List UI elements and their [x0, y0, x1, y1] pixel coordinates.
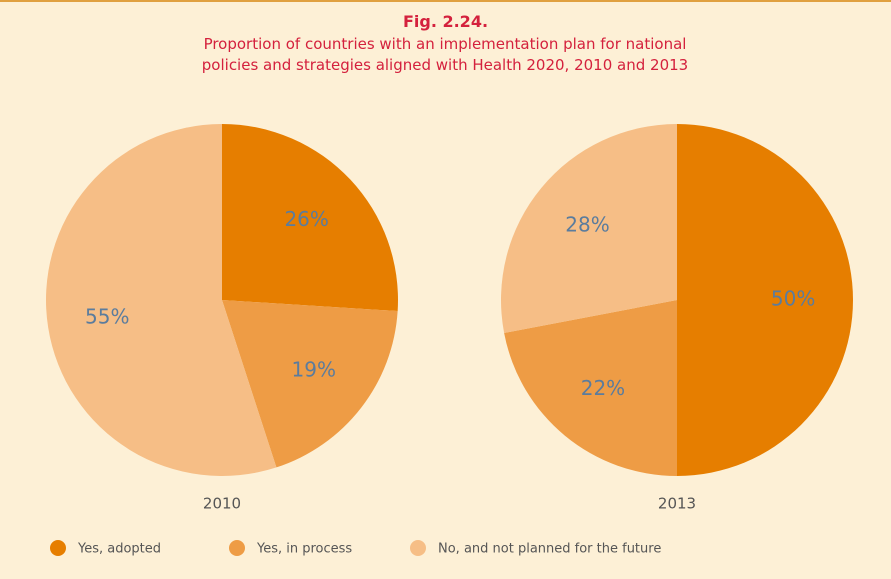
legend-swatch — [229, 540, 245, 556]
pie-title: 2013 — [658, 495, 696, 513]
legend-label: Yes, in process — [256, 542, 352, 557]
pie-slice — [677, 124, 853, 476]
data-label: 50% — [771, 287, 815, 311]
pie-slice — [222, 124, 398, 312]
pie-slice — [504, 300, 677, 476]
data-label: 26% — [284, 207, 328, 231]
chart-title: Fig. 2.24. — [402, 12, 489, 31]
legend-label: No, and not planned for the future — [438, 542, 661, 557]
data-label: 22% — [581, 376, 625, 400]
pie-slice — [222, 300, 398, 468]
legend-label: Yes, adopted — [77, 542, 161, 557]
data-label: 28% — [565, 212, 609, 236]
data-label: 55% — [85, 305, 129, 329]
legend-swatch — [50, 540, 66, 556]
data-label: 19% — [292, 358, 336, 382]
pie-slice — [46, 124, 277, 476]
chart-subtitle: Proportion of countries with an implemen… — [201, 35, 689, 74]
pie-title: 2010 — [203, 495, 241, 513]
legend-swatch — [410, 540, 426, 556]
pie-slice — [500, 124, 677, 333]
